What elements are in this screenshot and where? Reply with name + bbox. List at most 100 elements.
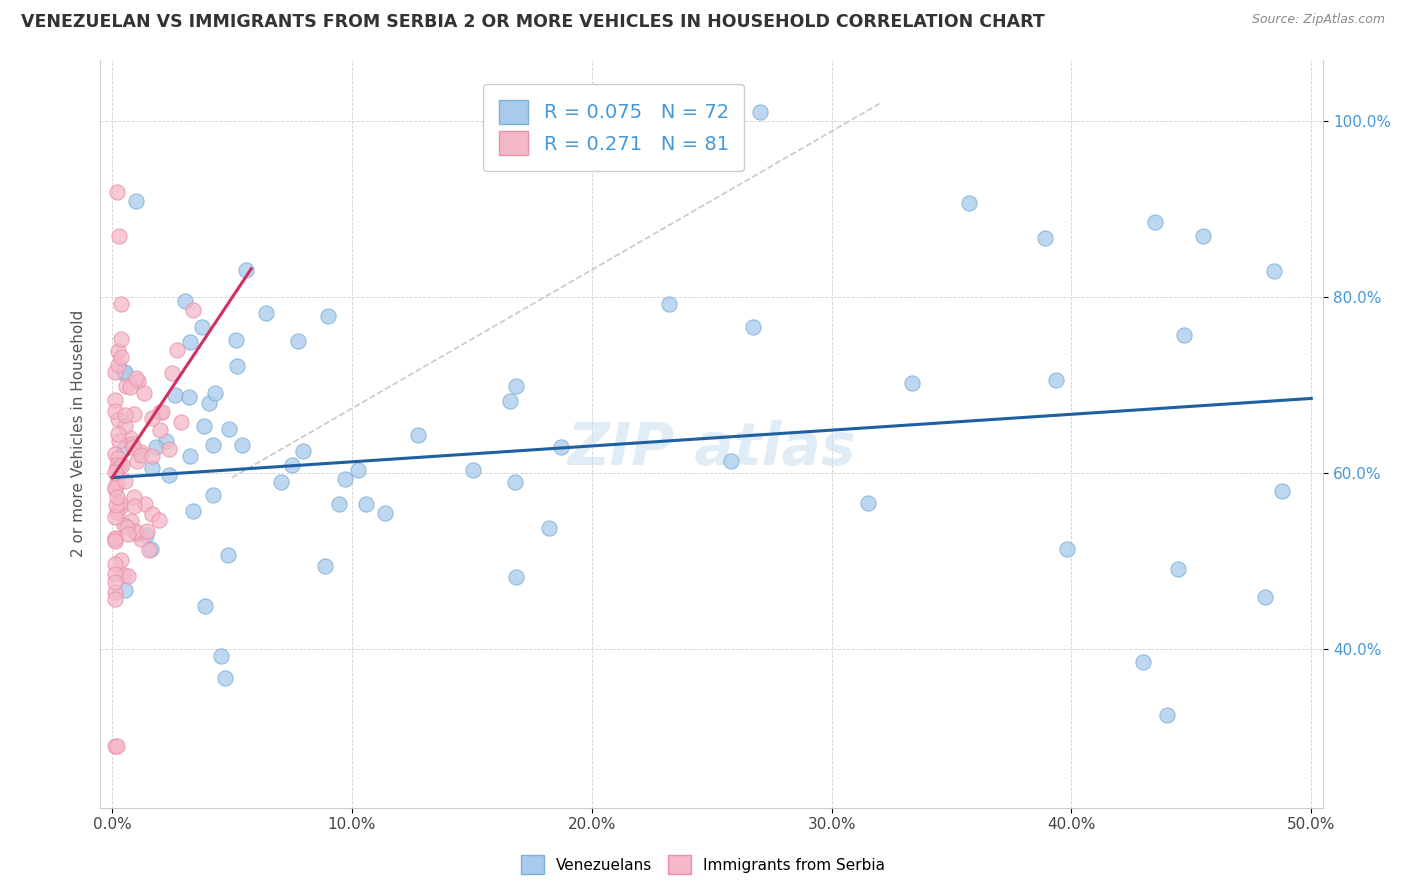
Point <box>328 497 350 511</box>
Point <box>108 496 131 510</box>
Point <box>225 333 247 347</box>
Point <box>741 319 763 334</box>
Point <box>141 507 163 521</box>
Point <box>103 365 125 379</box>
Point <box>110 351 132 365</box>
Point <box>134 497 156 511</box>
Point <box>129 532 152 546</box>
Point <box>110 332 132 346</box>
Point <box>104 534 127 549</box>
Point <box>135 527 157 541</box>
Point <box>105 185 128 199</box>
Point <box>129 448 152 462</box>
Point <box>103 509 125 524</box>
Point <box>107 450 129 465</box>
Point <box>141 449 163 463</box>
Point <box>134 386 156 401</box>
Point <box>538 521 561 535</box>
Point <box>202 438 225 452</box>
Point <box>114 409 136 423</box>
Point <box>193 418 215 433</box>
Point <box>108 458 131 472</box>
Point <box>858 495 880 509</box>
Point <box>105 490 128 504</box>
Point <box>194 599 217 614</box>
Point <box>225 359 247 373</box>
Point <box>114 379 136 393</box>
Point <box>121 437 143 451</box>
Point <box>235 263 257 277</box>
Point <box>190 319 212 334</box>
Point <box>114 419 136 434</box>
Point <box>198 396 221 410</box>
Point <box>103 465 125 479</box>
Point <box>1254 590 1277 604</box>
Point <box>103 532 125 546</box>
Point <box>901 376 924 390</box>
Point <box>160 366 183 380</box>
Point <box>281 458 304 473</box>
Point <box>141 461 163 475</box>
Point <box>107 458 129 473</box>
Point <box>103 558 125 572</box>
Point <box>107 427 129 442</box>
Point <box>202 488 225 502</box>
Point <box>314 558 336 573</box>
Point <box>105 461 128 475</box>
Point <box>748 105 770 120</box>
Point <box>114 365 136 379</box>
Point <box>214 671 236 685</box>
Point <box>118 380 141 394</box>
Point <box>105 739 128 753</box>
Point <box>103 480 125 494</box>
Point <box>117 569 139 583</box>
Point <box>125 371 148 385</box>
Text: Source: ZipAtlas.com: Source: ZipAtlas.com <box>1251 13 1385 27</box>
Point <box>148 512 170 526</box>
Point <box>104 531 127 545</box>
Point <box>129 444 152 458</box>
Point <box>270 475 292 490</box>
Point <box>1045 373 1067 387</box>
Point <box>112 568 135 582</box>
Point <box>1033 231 1056 245</box>
Point <box>157 467 180 482</box>
Point <box>181 503 204 517</box>
Point <box>149 423 172 437</box>
Point <box>125 526 148 541</box>
Point <box>112 366 135 380</box>
Point <box>110 297 132 311</box>
Point <box>957 195 980 210</box>
Point <box>103 483 125 497</box>
Point <box>503 475 526 489</box>
Point <box>505 378 527 392</box>
Point <box>110 500 132 515</box>
Point <box>720 454 742 468</box>
Point <box>1132 656 1154 670</box>
Point <box>114 474 136 488</box>
Point <box>177 390 200 404</box>
Point <box>550 440 572 454</box>
Point <box>104 574 127 589</box>
Point <box>1167 562 1189 576</box>
Legend: R = 0.075   N = 72, R = 0.271   N = 81: R = 0.075 N = 72, R = 0.271 N = 81 <box>484 84 744 170</box>
Point <box>103 404 125 418</box>
Point <box>127 375 149 389</box>
Point <box>174 293 197 308</box>
Point <box>505 570 527 584</box>
Point <box>354 497 377 511</box>
Point <box>217 548 239 562</box>
Point <box>122 499 145 513</box>
Point <box>204 386 226 401</box>
Point <box>105 498 128 512</box>
Point <box>209 649 232 664</box>
Point <box>107 358 129 372</box>
Point <box>231 438 253 452</box>
Point <box>1271 484 1294 499</box>
Point <box>1263 264 1285 278</box>
Point <box>1192 228 1215 243</box>
Point <box>105 505 128 519</box>
Point <box>155 434 177 448</box>
Point <box>333 472 356 486</box>
Point <box>658 297 681 311</box>
